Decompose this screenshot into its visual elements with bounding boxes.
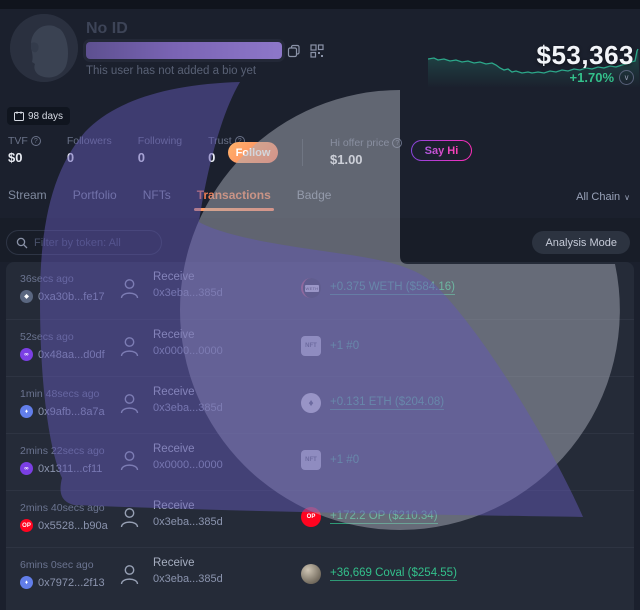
weth-token-icon: WETH [301, 278, 321, 298]
tx-action: Receive [153, 500, 195, 512]
stat-tvf: TVF? $0 [8, 135, 41, 165]
tx-amount[interactable]: +0.375 WETH ($584.16) [330, 281, 455, 295]
person-icon [120, 508, 139, 528]
stat-following[interactable]: Following 0 [137, 135, 183, 165]
tvf-info-icon[interactable]: ? [30, 136, 41, 146]
tx-action: Receive [153, 557, 195, 569]
stat-followers[interactable]: Followers 0 [66, 135, 112, 165]
token-filter-input[interactable] [34, 236, 152, 249]
chevron-down-icon: ∨ [624, 192, 630, 202]
token-filter[interactable] [6, 230, 162, 255]
chain-icon: ♦ [20, 405, 33, 418]
tab-portfolio[interactable]: Portfolio [72, 188, 117, 202]
tx-from-address[interactable]: 0x7972...2f13 [38, 576, 105, 589]
tx-amount[interactable]: +0.131 ETH ($204.08) [330, 396, 445, 410]
hi-offer-value: $1.00 [330, 152, 363, 167]
tx-time: 52secs ago [20, 331, 74, 343]
wallet-address-bar[interactable] [86, 42, 282, 59]
tx-time: 2mins 40secs ago [20, 502, 105, 514]
tx-from-address[interactable]: 0x9afb...8a7a [38, 405, 105, 418]
person-icon [120, 279, 139, 299]
transaction-row: 36secs ago ◆ 0xa30b...fe17 Receive 0x3eba...… [6, 262, 634, 319]
tx-from-address[interactable]: 0xa30b...fe17 [38, 290, 105, 303]
tx-from-address[interactable]: 0x5528...b90a [38, 519, 108, 532]
total-balance: $53,363 [536, 40, 634, 70]
account-age-label: 98 days [28, 110, 64, 122]
hi-offer-info-icon[interactable]: ? [392, 138, 403, 148]
tx-to-address[interactable]: 0x3eba...385d [153, 287, 223, 299]
tx-time: 1min 48secs ago [20, 388, 100, 400]
hi-offer-price: Hi offer price? $1.00 [330, 137, 403, 167]
chain-icon: ◆ [20, 290, 33, 303]
expand-chart-icon[interactable]: ∨ [619, 70, 634, 85]
tab-nfts[interactable]: NFTs [142, 188, 171, 202]
person-icon [120, 565, 139, 585]
copy-icon[interactable] [287, 44, 301, 58]
tx-to-address[interactable]: 0x3eba...385d [153, 402, 223, 414]
profile-name: No ID [86, 20, 128, 37]
eth-token-icon: ♦ [301, 393, 321, 413]
account-age-badge: 98 days [7, 107, 71, 125]
calendar-icon [14, 111, 24, 121]
coval-token-icon [301, 564, 321, 584]
tx-to-address[interactable]: 0x3eba...385d [153, 573, 223, 585]
tx-action: Receive [153, 271, 195, 283]
stat-tvf-value: $0 [8, 150, 23, 165]
transaction-row: 6mins 0sec ago ♦ 0x7972...2f13 Receive 0x3eb… [6, 547, 634, 604]
tx-amount[interactable]: +1 #0 [330, 454, 360, 466]
chain-icon: ∞ [20, 348, 33, 361]
person-icon [120, 394, 139, 414]
tx-to-address[interactable]: 0x0000...0000 [153, 345, 223, 357]
transaction-row: 2mins 22secs ago ∞ 0x1311...cf11 Receive 0x0… [6, 433, 634, 490]
tx-action: Receive [153, 329, 195, 341]
tx-time: 6mins 0sec ago [20, 559, 94, 571]
tab-bar: Stream Portfolio NFTs Transactions Badge [8, 188, 331, 211]
follow-button[interactable]: Follow [228, 142, 278, 163]
tab-transactions[interactable]: Transactions [193, 188, 274, 211]
tx-amount[interactable]: +1 #0 [330, 340, 360, 352]
divider [302, 139, 303, 166]
top-strip [0, 0, 640, 9]
person-icon [120, 451, 139, 471]
tx-to-address[interactable]: 0x0000...0000 [153, 459, 223, 471]
avatar [10, 14, 78, 82]
transaction-row: 52secs ago ∞ 0x48aa...d0df Receive 0x0000...… [6, 319, 634, 376]
tx-time: 36secs ago [20, 273, 74, 285]
transaction-row: 2mins 40secs ago OP 0x5528...b90a Receive 0x… [6, 490, 634, 547]
chain-icon: ∞ [20, 462, 33, 475]
tx-amount[interactable]: +36,669 Coval ($254.55) [330, 567, 457, 581]
stats-row: TVF? $0 Followers 0 Following 0 Trust? 0 [8, 135, 245, 165]
stat-followers-value: 0 [66, 150, 75, 165]
tx-amount[interactable]: +172.2 OP ($210.34) [330, 510, 438, 524]
tx-action: Receive [153, 386, 195, 398]
stat-following-value: 0 [137, 150, 146, 165]
analysis-mode-button[interactable]: Analysis Mode [532, 231, 630, 254]
chain-icon: ♦ [20, 576, 33, 589]
transactions-list: 36secs ago ◆ 0xa30b...fe17 Receive 0x3eba...… [6, 262, 634, 604]
abstract-face-icon [10, 14, 78, 82]
nft-token-icon: NFT [301, 336, 321, 356]
tab-stream[interactable]: Stream [8, 188, 47, 202]
say-hi-button[interactable]: Say Hi [411, 140, 472, 161]
transaction-row: 1min 48secs ago ♦ 0x9afb...8a7a Receive 0x3e… [6, 376, 634, 433]
balance-change-pct: +1.70% [569, 70, 614, 85]
tx-to-address[interactable]: 0x3eba...385d [153, 516, 223, 528]
tx-from-address[interactable]: 0x1311...cf11 [38, 462, 103, 475]
chain-filter-dropdown[interactable]: All Chain ∨ [576, 191, 630, 203]
tab-badge[interactable]: Badge [296, 188, 332, 202]
chain-icon: OP [20, 519, 33, 532]
search-icon [16, 237, 28, 248]
qr-code-icon[interactable] [310, 44, 324, 58]
tx-from-address[interactable]: 0x48aa...d0df [38, 348, 105, 361]
person-icon [120, 337, 139, 357]
balance-sparkline [428, 48, 640, 88]
tx-time: 2mins 22secs ago [20, 445, 105, 457]
tx-action: Receive [153, 443, 195, 455]
nft-token-icon: NFT [301, 450, 321, 470]
profile-bio: This user has not added a bio yet [86, 65, 257, 77]
op-token-icon: OP [301, 507, 321, 527]
transactions-panel: 36secs ago ◆ 0xa30b...fe17 Receive 0x3eba...… [6, 262, 634, 610]
